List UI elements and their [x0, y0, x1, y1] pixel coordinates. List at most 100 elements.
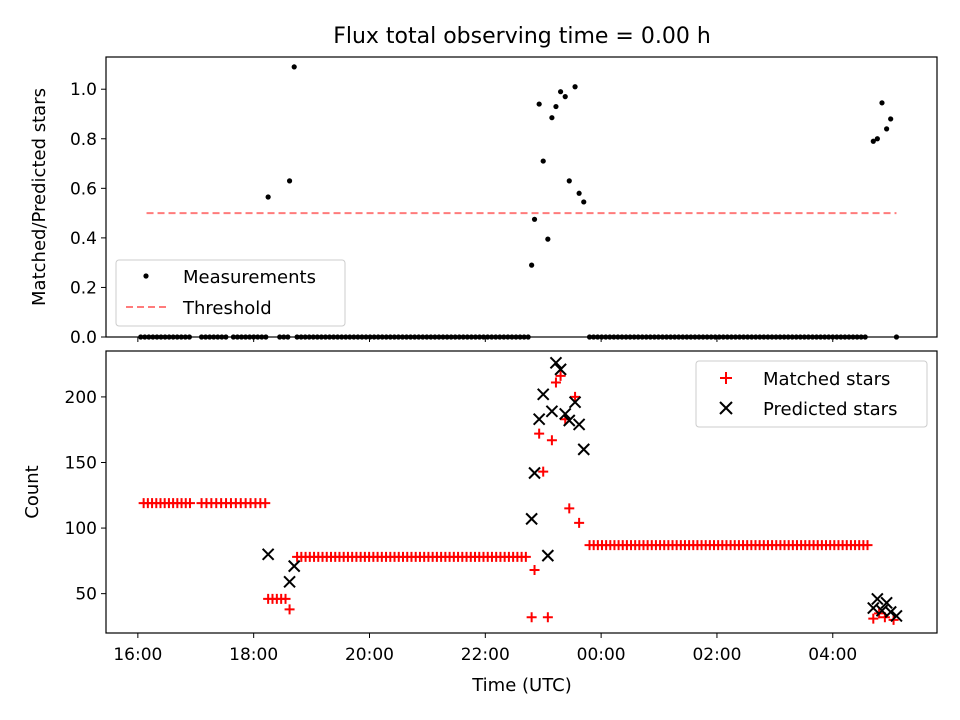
measurement-point: [724, 334, 730, 340]
predicted-star-marker: [563, 414, 576, 427]
measurement-point: [793, 334, 799, 340]
measurement-point: [517, 334, 523, 340]
measurement-point: [663, 334, 670, 340]
top-y-tick-label: 1.0: [70, 80, 97, 100]
bottom-x-axis-label: Time (UTC): [471, 675, 572, 696]
measurement-point: [186, 334, 192, 340]
top-y-tick-label: 0.4: [70, 229, 97, 249]
measurement-point: [399, 334, 406, 340]
measurement-point: [371, 334, 377, 340]
bottom-y-axis: 50 100 150 200: [65, 388, 106, 605]
matched-star-marker: [529, 565, 540, 576]
measurement-point: [668, 334, 674, 340]
bottom-legend: Matched stars Predicted stars: [695, 360, 928, 428]
measurement-point: [230, 334, 237, 340]
bottom-x-tick-label: 16:00: [113, 645, 162, 665]
measurement-point: [557, 89, 564, 95]
measurement-point: [761, 334, 767, 340]
measurement-point: [509, 334, 515, 340]
measurement-point: [330, 334, 337, 340]
top-y-tick-label: 0.2: [70, 278, 97, 298]
measurement-point: [757, 334, 763, 340]
measurement-point: [732, 334, 739, 340]
measurement-point: [696, 334, 702, 340]
measurement-point: [468, 334, 475, 340]
measurement-point: [255, 334, 261, 340]
matched-star-marker: [868, 613, 879, 624]
measurement-point: [536, 101, 542, 107]
bottom-plot-area: [105, 350, 938, 634]
measurement-point: [749, 334, 755, 340]
measurement-point: [874, 136, 880, 142]
bottom-x-axis: 16:00 18:00 20:00 22:00 00:00 02:00 04:00: [113, 633, 857, 665]
measurement-point: [692, 334, 698, 340]
matched-star-marker: [260, 498, 271, 509]
measurement-point: [150, 334, 156, 340]
measurement-point: [178, 334, 184, 340]
measurement-point: [448, 334, 454, 340]
bottom-x-tick-label: 04:00: [808, 645, 857, 665]
bottom-y-tick-label: 150: [65, 453, 97, 473]
measurement-point: [424, 334, 430, 340]
top-y-axis-label: Matched/Predicted stars: [29, 88, 50, 306]
measurement-point: [166, 334, 172, 340]
measurement-point: [306, 334, 312, 340]
measurement-point: [379, 334, 385, 340]
measurement-point: [801, 334, 807, 340]
measurement-point: [680, 334, 686, 340]
measurement-point: [452, 334, 458, 340]
measurement-point: [826, 334, 832, 340]
matched-star-marker: [284, 604, 295, 615]
measurement-point: [740, 334, 747, 340]
measurement-point: [797, 334, 803, 340]
matched-star-marker: [538, 466, 549, 477]
measurement-point: [326, 334, 333, 340]
bottom-y-axis-label: Count: [22, 465, 43, 518]
measurement-point: [359, 334, 365, 340]
predicted-star-marker: [884, 605, 897, 619]
measurement-point: [146, 334, 152, 340]
measurement-point: [215, 334, 221, 340]
bottom-y-tick-label: 50: [75, 585, 97, 605]
predicted-star-marker: [545, 405, 559, 418]
measurement-point: [420, 334, 426, 340]
bottom-y-tick-label: 200: [65, 388, 97, 408]
measurement-point: [655, 334, 662, 340]
measurement-point: [335, 334, 341, 340]
measurement-point: [712, 334, 718, 340]
measurement-point: [813, 334, 820, 340]
measurement-point: [242, 334, 249, 340]
measurement-point: [595, 334, 601, 340]
measurement-point: [720, 334, 726, 340]
predicted-star-marker: [549, 356, 563, 370]
measurement-point: [480, 334, 487, 340]
top-legend: Measurements Threshold: [115, 259, 346, 327]
measurement-point: [659, 334, 666, 340]
measurement-point: [387, 334, 393, 340]
measurement-point: [347, 334, 353, 340]
top-panel: Flux total observing time = 0.00 h 0.00.…: [29, 24, 938, 348]
measurement-point: [203, 334, 209, 340]
measurement-point: [545, 236, 551, 242]
measurement-point: [489, 334, 495, 340]
measurement-point: [781, 334, 787, 340]
measurement-point: [639, 334, 645, 340]
measurement-point: [745, 334, 751, 340]
measurement-point: [314, 334, 320, 340]
measurement-point: [223, 334, 229, 340]
measurement-point: [627, 334, 633, 340]
legend-threshold-label: Threshold: [182, 298, 272, 319]
measurement-point: [553, 103, 559, 110]
measurement-point: [736, 334, 743, 340]
measurement-point: [291, 64, 297, 70]
top-y-axis: 0.0 0.2 0.4 0.6 0.8 1.0: [70, 80, 106, 348]
measurement-point: [586, 334, 593, 340]
measurement-point: [460, 334, 466, 340]
predicted-star-marker: [541, 549, 555, 562]
predicted-stars-points: [261, 356, 903, 623]
measurement-point: [619, 334, 625, 340]
measurement-point: [211, 334, 217, 340]
measurement-point: [493, 334, 499, 340]
measurement-point: [322, 334, 329, 340]
